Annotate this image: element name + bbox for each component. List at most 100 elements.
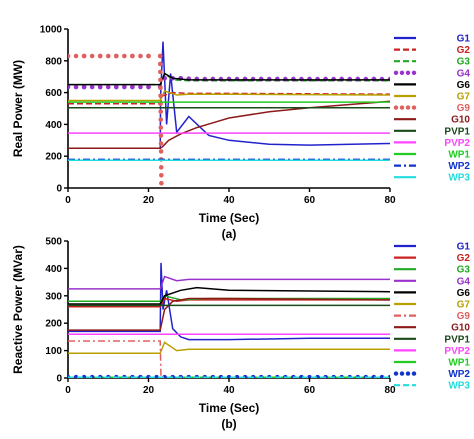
series-wp2-point (307, 374, 312, 378)
y-tick-label: 200 (45, 152, 62, 163)
chart-a: 0 200 400 600 800 1000 0 20 40 60 80 Time (Sec) Real… (11, 25, 470, 242)
series-g4 (68, 75, 390, 90)
legend-swatch-dot (399, 371, 405, 376)
legend-item-g2: G2 (394, 253, 470, 264)
y-tick-label: 300 (45, 291, 62, 302)
y-tick-label: 400 (45, 120, 62, 131)
series-g4-point (97, 84, 103, 90)
legend-label: G4 (457, 276, 471, 287)
series-g9-point (158, 77, 163, 83)
legend-swatch-dot (405, 105, 411, 110)
legend-item-wp3: WP3 (394, 381, 470, 392)
legend-label: G1 (457, 242, 471, 253)
series-g10-line (68, 297, 390, 331)
series-g4-point (363, 76, 369, 82)
series-g9-point (158, 133, 164, 138)
legend-item-g3: G3 (394, 57, 470, 68)
x-tick-label: 60 (304, 385, 316, 396)
series-g4-point (331, 76, 336, 82)
legend-swatch-dot (405, 371, 411, 376)
y-tick-label: 200 (45, 319, 62, 330)
series-g9-point (89, 53, 95, 59)
series-g4-point (81, 84, 87, 90)
legend-label: G4 (457, 68, 471, 79)
series-g4-point (355, 76, 361, 82)
series-g4-point (347, 76, 353, 82)
y-tick-label: 500 (45, 237, 62, 248)
legend-label: G2 (457, 45, 471, 56)
x-tick-label: 40 (223, 195, 235, 206)
legend-label: G10 (451, 115, 470, 126)
legend-item-g2: G2 (394, 45, 470, 56)
y-tick-label: 600 (45, 88, 62, 99)
y-tick-label: 400 (45, 264, 62, 275)
legend-label: G6 (457, 80, 471, 91)
legend-item-g1: G1 (394, 242, 470, 253)
series-g4-point (68, 84, 71, 90)
series-g4-point (266, 76, 272, 82)
legend-item-wp2: WP2 (394, 161, 470, 172)
series-g9-point (158, 85, 163, 91)
series-g7-line (68, 341, 390, 355)
series-g9-point (122, 53, 127, 59)
y-axis-label: Reactive Power (MVar) (11, 245, 25, 374)
plot-area (68, 41, 390, 186)
series-g9-point (105, 53, 111, 59)
legend-swatch-dot (399, 70, 405, 76)
series-g9-line (68, 340, 162, 378)
legend-label: PVP2 (444, 138, 470, 149)
legend-item-g9: G9 (394, 311, 470, 322)
legend-swatch-dot (411, 70, 417, 76)
legend-label: G10 (451, 323, 470, 334)
legend-label: G3 (457, 57, 471, 68)
legend-item-pvp1: PVP1 (394, 334, 470, 345)
series-wp2-point (154, 374, 159, 378)
series-g4-point (210, 76, 216, 82)
series-g4-point (299, 76, 304, 82)
legend-swatch-dot (393, 105, 399, 110)
legend-item-g6: G6 (394, 288, 470, 299)
series-g4-point (307, 76, 312, 82)
y-axis-label: Real Power (MW) (11, 60, 25, 157)
series-g4-point (89, 84, 95, 90)
legend-label: G6 (457, 288, 471, 299)
series-g4-point (202, 76, 208, 82)
series-g4-point (339, 76, 345, 82)
series-g4-point (379, 76, 385, 82)
series-g4-point (323, 76, 328, 82)
series-g9-point (73, 53, 79, 59)
legend-label: G7 (457, 300, 471, 311)
legend-swatch-dot (393, 371, 399, 376)
x-tick-label: 0 (65, 385, 71, 396)
series-g9-point (114, 53, 119, 59)
chart-caption: (b) (221, 417, 236, 431)
series-g4-point (371, 76, 377, 82)
legend-item-pvp2: PVP2 (394, 138, 470, 149)
x-tick-label: 80 (384, 195, 396, 206)
legend-label: G3 (457, 265, 471, 276)
legend-label: G9 (457, 311, 471, 322)
series-g9-point (158, 117, 164, 122)
series-g6-line (68, 72, 390, 86)
series-g4-point (283, 76, 288, 82)
legend-swatch-dot (405, 70, 411, 76)
x-tick-label: 20 (143, 195, 155, 206)
series-g9-point (157, 53, 163, 59)
legend-swatch-dot (411, 105, 417, 110)
legend-item-wp1: WP1 (394, 358, 470, 369)
series-g9-point (138, 53, 143, 59)
chart-b: 0 100 200 300 400 500 0 20 40 60 80 Time (Sec) React… (11, 237, 470, 432)
series-g9-point (158, 93, 163, 99)
x-tick-label: 40 (223, 385, 235, 396)
x-tick-label: 80 (384, 385, 396, 396)
legend-label: WP3 (448, 381, 470, 392)
legend-item-g7: G7 (394, 92, 470, 103)
legend-item-g10: G10 (394, 323, 470, 334)
y-tick-label: 0 (56, 374, 62, 385)
series-g4-line (68, 275, 390, 290)
y-tick-label: 0 (56, 184, 62, 195)
legend-label: G2 (457, 253, 471, 264)
legend-label: WP2 (448, 369, 470, 380)
